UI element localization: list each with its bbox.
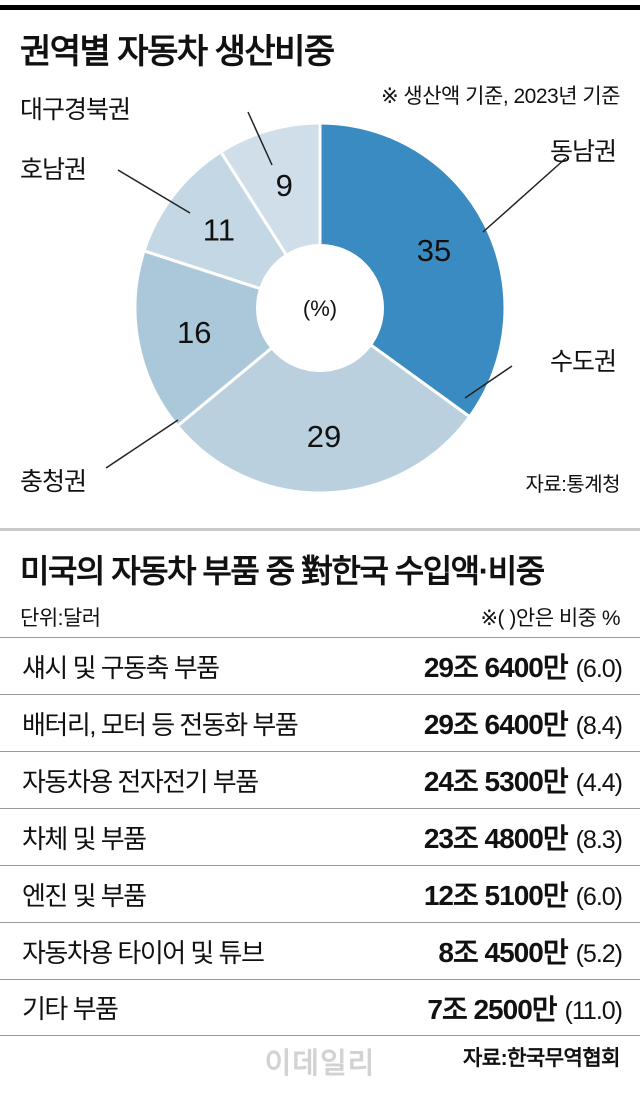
part-value-group: 8조 4500만 (5.2) [438, 931, 623, 971]
part-share: (4.4) [575, 769, 623, 797]
table-row: 기타 부품 7조 2500만 (11.0) [0, 979, 640, 1036]
unit-note: 단위:달러 [20, 607, 101, 630]
table-row: 자동차용 전자전기 부품 24조 5300만 (4.4) [0, 751, 640, 808]
chart-source: 자료:통계청 [525, 474, 620, 496]
part-value: 12조 5100만 [423, 880, 569, 911]
section-divider [0, 528, 640, 531]
table-row: 섀시 및 구동축 부품 29조 6400만 (6.0) [0, 637, 640, 694]
region-label-dongnam: 동남권 [549, 138, 617, 166]
part-value-group: 23조 4800만 (8.3) [423, 817, 623, 857]
region-label-daegu: 대구경북권 [20, 96, 131, 124]
part-value: 29조 6400만 [423, 652, 569, 683]
region-label-chungcheong: 충청권 [20, 468, 87, 496]
part-value: 23조 4800만 [423, 823, 569, 854]
part-label: 엔진 및 부품 [22, 880, 147, 911]
publisher-watermark: 이데일리 [264, 1048, 376, 1080]
part-value-group: 29조 6400만 (8.4) [423, 703, 623, 743]
production-share-donut-chart: 35 29 16 11 9 (%) [105, 111, 567, 495]
leader-line-dongnam [482, 157, 567, 233]
donut-center-label: (%) [303, 296, 337, 321]
table-row: 배터리, 모터 등 전동화 부품 29조 6400만 (8.4) [0, 694, 640, 751]
part-share: (8.3) [575, 826, 623, 854]
parts-table: 섀시 및 구동축 부품 29조 6400만 (6.0) 배터리, 모터 등 전동… [0, 637, 640, 1036]
part-label: 배터리, 모터 등 전동화 부품 [22, 709, 299, 740]
leader-line-daegu [247, 111, 273, 166]
pie-slice-동남권 [318, 121, 507, 419]
leader-line-sudo [464, 365, 513, 399]
part-share: (6.0) [575, 883, 623, 911]
part-share: (11.0) [564, 996, 623, 1025]
chart-title: 권역별 자동차 생산비중 [20, 33, 335, 71]
table-row: 엔진 및 부품 12조 5100만 (6.0) [0, 865, 640, 922]
region-label-sudo: 수도권 [549, 348, 617, 376]
pie-slice-value: 9 [276, 168, 293, 203]
part-value: 29조 6400만 [423, 709, 569, 740]
part-value-group: 7조 2500만 (11.0) [427, 988, 623, 1028]
table-source: 자료:한국무역협회 [462, 1047, 621, 1070]
table-row: 차체 및 부품 23조 4800만 (8.3) [0, 808, 640, 865]
pie-slice-value: 35 [417, 233, 451, 268]
leader-line-chungcheong [105, 419, 179, 469]
pie-slice-value: 16 [177, 315, 211, 350]
part-share: (8.4) [575, 712, 623, 740]
part-label: 섀시 및 구동축 부품 [22, 652, 220, 683]
pie-slice-value: 29 [307, 419, 341, 454]
part-label: 차체 및 부품 [22, 823, 147, 854]
paren-note: ※( )안은 비중 % [480, 607, 620, 630]
part-label: 자동차용 전자전기 부품 [22, 766, 259, 797]
part-label: 기타 부품 [22, 994, 119, 1024]
chart-note: ※ 생산액 기준, 2023년 기준 [380, 85, 621, 108]
part-share: (5.2) [575, 940, 623, 968]
part-value: 8조 4500만 [438, 937, 568, 968]
donut-hole [256, 244, 384, 372]
pie-slices-group: 35 29 16 11 9 (%) [133, 121, 507, 495]
table-row: 자동차용 타이어 및 튜브 8조 4500만 (5.2) [0, 922, 640, 979]
part-value-group: 29조 6400만 (6.0) [423, 646, 623, 686]
part-label: 자동차용 타이어 및 튜브 [22, 937, 265, 968]
table-title: 미국의 자동차 부품 중 對한국 수입액·비중 [20, 553, 545, 589]
part-share: (6.0) [575, 655, 623, 683]
part-value-group: 12조 5100만 (6.0) [423, 874, 623, 914]
part-value: 7조 2500만 [427, 993, 557, 1025]
part-value: 24조 5300만 [423, 766, 569, 797]
pie-slice-수도권 [175, 306, 472, 495]
top-rule [0, 5, 640, 10]
pie-slice-value: 11 [203, 213, 235, 248]
region-label-honam: 호남권 [20, 156, 87, 184]
leader-lines-group [105, 111, 567, 469]
leader-line-honam [117, 169, 191, 214]
part-value-group: 24조 5300만 (4.4) [423, 760, 623, 800]
